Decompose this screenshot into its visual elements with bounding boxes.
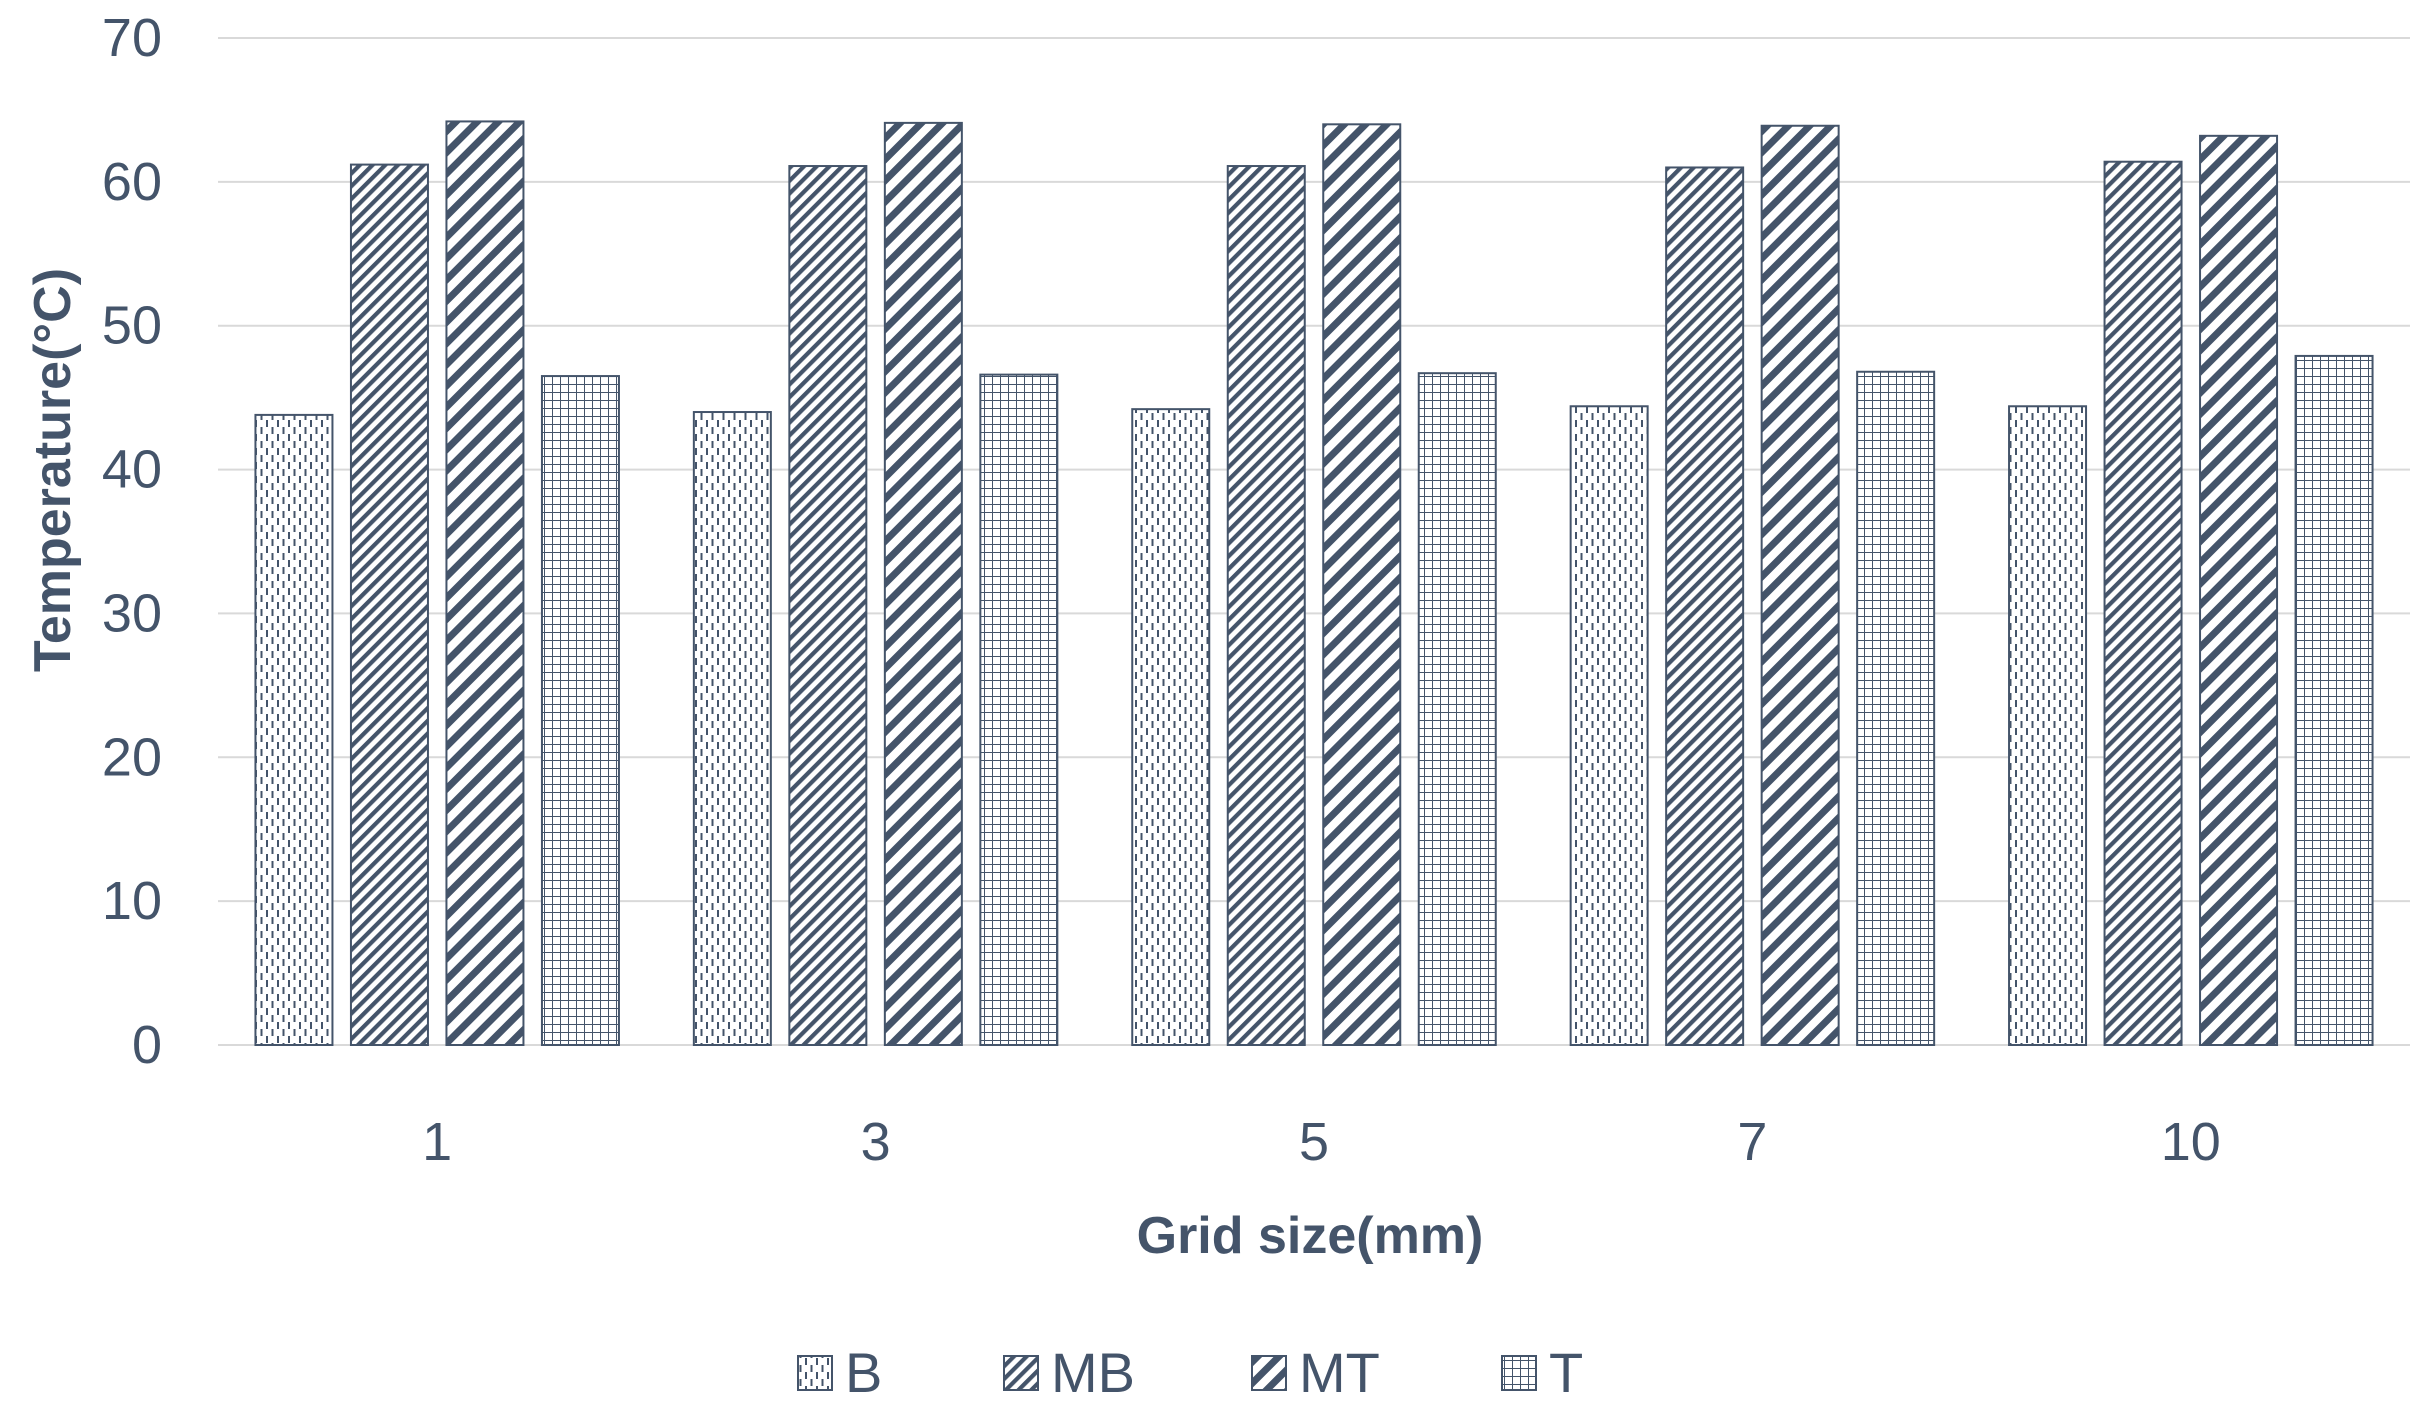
- y-axis-tick-labels: 0 10 20 30 40 50 60 70: [102, 8, 162, 1075]
- legend-label: B: [845, 1341, 882, 1404]
- legend-item-T: T: [1501, 1341, 1583, 1404]
- legend-item-B: B: [797, 1341, 882, 1404]
- bar-B-1: [254, 413, 334, 1046]
- x-axis-title: Grid size(mm): [1137, 1207, 1484, 1265]
- bar-T-3: [979, 373, 1059, 1046]
- bar-T-1: [540, 375, 620, 1047]
- bar-MB-7: [1665, 166, 1745, 1046]
- x-axis-tick-labels: 1 3 5 7 10: [422, 1112, 2221, 1172]
- legend-swatch: [1251, 1355, 1287, 1391]
- bar-B-10: [2008, 405, 2088, 1046]
- legend-label: T: [1549, 1341, 1583, 1404]
- y-tick-label: 0: [132, 1015, 162, 1075]
- bar-MT-3: [883, 121, 963, 1046]
- legend-swatch: [1501, 1355, 1537, 1391]
- legend-swatch: [1003, 1355, 1039, 1391]
- y-axis-title: Temperature(°C): [24, 268, 82, 672]
- y-tick-label: 20: [102, 727, 162, 787]
- x-tick-label: 7: [1737, 1112, 1767, 1172]
- bar-MT-5: [1322, 123, 1402, 1047]
- bar-B-3: [692, 411, 772, 1046]
- bar-T-10: [2294, 354, 2374, 1047]
- legend-label: MB: [1051, 1341, 1135, 1404]
- bar-MB-3: [788, 165, 868, 1047]
- legend-item-MB: MB: [1003, 1341, 1135, 1404]
- y-tick-label: 60: [102, 152, 162, 212]
- legend-item-MT: MT: [1251, 1341, 1380, 1404]
- bar-MB-10: [2103, 160, 2183, 1046]
- bars: [254, 120, 2374, 1047]
- legend: B MB MT T: [797, 1341, 1583, 1404]
- bar-MT-1: [445, 120, 525, 1047]
- x-tick-label: 10: [2161, 1112, 2221, 1172]
- y-tick-label: 30: [102, 583, 162, 643]
- x-tick-label: 3: [861, 1112, 891, 1172]
- bar-MB-1: [349, 163, 429, 1046]
- bar-B-5: [1131, 408, 1211, 1046]
- x-tick-label: 5: [1299, 1112, 1329, 1172]
- x-tick-label: 1: [422, 1112, 452, 1172]
- y-tick-label: 40: [102, 440, 162, 500]
- bar-T-5: [1417, 372, 1497, 1046]
- bar-B-7: [1569, 405, 1649, 1046]
- y-tick-label: 70: [102, 8, 162, 68]
- bar-MB-5: [1226, 165, 1306, 1047]
- bar-T-7: [1856, 370, 1936, 1046]
- bar-MT-7: [1760, 124, 1840, 1046]
- legend-label: MT: [1299, 1341, 1380, 1404]
- y-tick-label: 50: [102, 296, 162, 356]
- bar-MT-10: [2199, 134, 2279, 1046]
- y-tick-label: 10: [102, 871, 162, 931]
- legend-swatch: [797, 1355, 833, 1391]
